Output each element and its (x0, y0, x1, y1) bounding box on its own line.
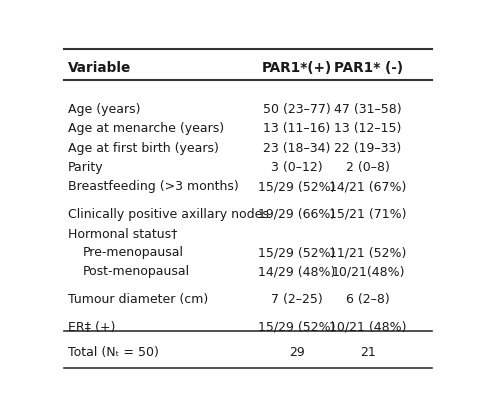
Text: 23 (18–34): 23 (18–34) (263, 142, 331, 155)
Text: 15/29 (52%): 15/29 (52%) (258, 321, 335, 334)
Text: 15/29 (52%): 15/29 (52%) (258, 246, 335, 259)
Text: 50 (23–77): 50 (23–77) (263, 103, 331, 116)
Text: 47 (31–58): 47 (31–58) (334, 103, 402, 116)
Text: PAR1*(+): PAR1*(+) (262, 61, 332, 75)
Text: 15/29 (52%): 15/29 (52%) (258, 180, 335, 193)
Text: 3 (0–12): 3 (0–12) (271, 161, 323, 174)
Text: Age (years): Age (years) (68, 103, 140, 116)
Text: Clinically positive axillary nodes: Clinically positive axillary nodes (68, 208, 269, 221)
Text: 29: 29 (289, 346, 305, 359)
Text: 7 (2–25): 7 (2–25) (271, 293, 323, 306)
Text: 14/29 (48%): 14/29 (48%) (258, 265, 335, 278)
Text: 13 (11–16): 13 (11–16) (263, 122, 331, 135)
Text: 22 (19–33): 22 (19–33) (334, 142, 402, 155)
Text: 10/21 (48%): 10/21 (48%) (329, 321, 407, 334)
Text: 15/21 (71%): 15/21 (71%) (329, 208, 407, 221)
Text: Tumour diameter (cm): Tumour diameter (cm) (68, 293, 208, 306)
Text: 6 (2–8): 6 (2–8) (346, 293, 390, 306)
Text: 10/21(48%): 10/21(48%) (332, 265, 405, 278)
Text: Breastfeeding (>3 months): Breastfeeding (>3 months) (68, 180, 239, 193)
Text: Variable: Variable (68, 61, 131, 75)
Text: Total (Nₜ = 50): Total (Nₜ = 50) (68, 346, 159, 359)
Text: 19/29 (66%): 19/29 (66%) (258, 208, 335, 221)
Text: 13 (12–15): 13 (12–15) (334, 122, 402, 135)
Text: ER‡ (+): ER‡ (+) (68, 321, 115, 334)
Text: Post-menopausal: Post-menopausal (83, 265, 190, 278)
Text: Age at first birth (years): Age at first birth (years) (68, 142, 219, 155)
Text: PAR1* (-): PAR1* (-) (333, 61, 403, 75)
Text: 11/21 (52%): 11/21 (52%) (330, 246, 407, 259)
Text: 2 (0–8): 2 (0–8) (346, 161, 390, 174)
Text: 21: 21 (360, 346, 376, 359)
Text: 14/21 (67%): 14/21 (67%) (330, 180, 407, 193)
Text: Pre-menopausal: Pre-menopausal (83, 246, 184, 259)
Text: Age at menarche (years): Age at menarche (years) (68, 122, 224, 135)
Text: Parity: Parity (68, 161, 104, 174)
Text: Hormonal status†: Hormonal status† (68, 227, 178, 240)
